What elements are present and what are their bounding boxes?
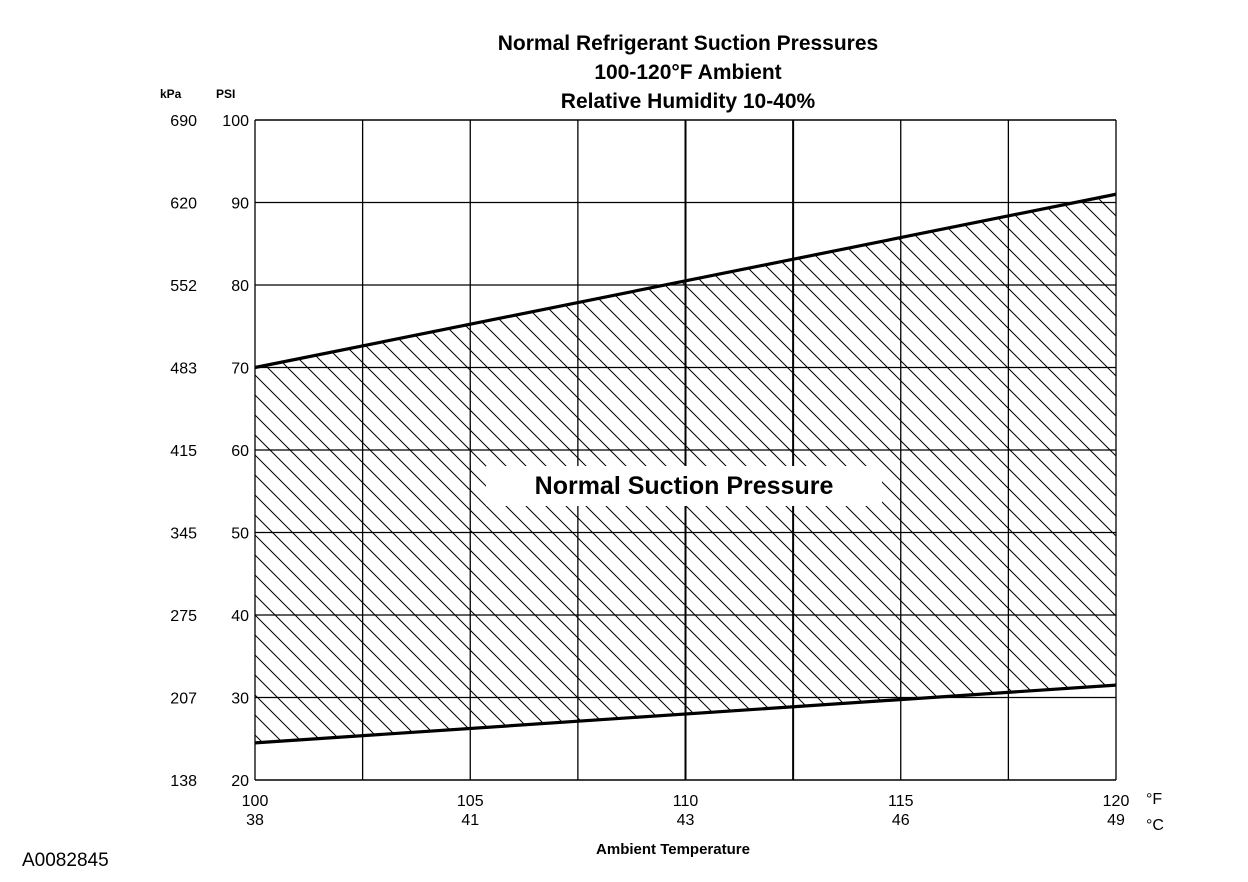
x-unit-f: °F xyxy=(1146,791,1162,808)
region-label: Normal Suction Pressure xyxy=(535,472,834,500)
y-axis: kPa PSI 100 690 90 620 80 552 70 483 60 415 50 345 40 2… xyxy=(160,87,249,790)
y-tick-psi-70: 70 xyxy=(231,361,249,378)
x-tick-c-43: 43 xyxy=(677,812,695,829)
x-tick-f-105: 105 xyxy=(457,793,484,810)
range-boundaries xyxy=(254,192,1117,745)
figure-id: A0082845 xyxy=(22,850,109,871)
title-line-3: Relative Humidity 10-40% xyxy=(561,90,816,113)
y-tick-kpa-552: 552 xyxy=(170,278,197,295)
y-tick-psi-20: 20 xyxy=(231,773,249,790)
x-tick-c-49: 49 xyxy=(1107,812,1125,829)
y-tick-psi-100: 100 xyxy=(222,113,249,130)
x-tick-c-38: 38 xyxy=(246,812,264,829)
x-tick-f-110: 110 xyxy=(673,793,699,810)
y-tick-kpa-207: 207 xyxy=(170,691,197,708)
grid xyxy=(254,119,1117,781)
y-unit-psi: PSI xyxy=(216,87,235,101)
x-unit-c: °C xyxy=(1146,817,1164,834)
y-tick-kpa-138: 138 xyxy=(170,773,197,790)
lower-bound-line xyxy=(254,683,1117,745)
x-tick-f-120: 120 xyxy=(1103,793,1130,810)
region-label-background xyxy=(486,466,882,506)
y-tick-kpa-690: 690 xyxy=(170,113,197,130)
x-axis-label: Ambient Temperature xyxy=(596,841,750,858)
y-tick-psi-60: 60 xyxy=(231,443,249,460)
x-tick-f-115: 115 xyxy=(888,793,914,810)
y-tick-psi-30: 30 xyxy=(231,691,249,708)
y-tick-psi-80: 80 xyxy=(231,278,249,295)
region-label-group: Normal Suction Pressure xyxy=(486,466,882,506)
y-tick-psi-40: 40 xyxy=(231,608,249,625)
upper-bound-line xyxy=(254,192,1117,370)
y-tick-psi-50: 50 xyxy=(231,526,249,543)
chart-title: Normal Refrigerant Suction Pressures 100-… xyxy=(498,32,878,113)
y-tick-kpa-275: 275 xyxy=(170,608,197,625)
title-line-2: 100-120°F Ambient xyxy=(594,61,781,84)
x-tick-f-100: 100 xyxy=(242,793,269,810)
y-unit-kpa: kPa xyxy=(160,87,182,101)
title-line-1: Normal Refrigerant Suction Pressures xyxy=(498,32,878,55)
y-tick-kpa-620: 620 xyxy=(170,196,197,213)
y-tick-psi-90: 90 xyxy=(231,196,249,213)
x-axis: 100 38 105 41 110 43 115 46 120 49 °F °C Ambient Tem… xyxy=(242,791,1164,858)
y-tick-kpa-345: 345 xyxy=(170,526,197,543)
y-tick-kpa-415: 415 xyxy=(170,443,197,460)
x-tick-c-41: 41 xyxy=(461,812,479,829)
x-tick-c-46: 46 xyxy=(892,812,910,829)
y-tick-kpa-483: 483 xyxy=(170,361,197,378)
